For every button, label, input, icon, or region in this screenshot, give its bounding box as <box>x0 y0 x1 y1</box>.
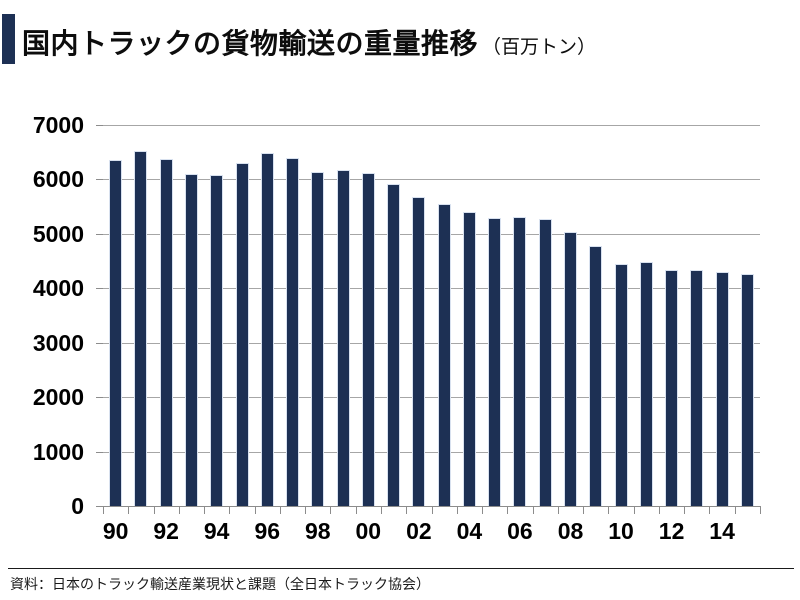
chart-unit-label: （百万トン） <box>482 37 597 58</box>
gridline-5000 <box>103 233 760 235</box>
x-axis-tick <box>658 506 660 514</box>
bar-93 <box>184 174 198 506</box>
gridline-3000 <box>103 342 760 344</box>
y-axis-tick-3000 <box>96 342 103 344</box>
x-axis-tick <box>709 506 711 514</box>
x-axis-tick <box>557 506 559 514</box>
y-axis-tick-6000 <box>96 179 103 181</box>
x-axis-label-10: 10 <box>608 518 634 544</box>
bar-10 <box>614 263 628 506</box>
x-axis-tick <box>178 506 180 514</box>
x-axis-label-14: 14 <box>709 518 735 544</box>
bar-09 <box>589 246 603 506</box>
bar-90 <box>109 159 123 506</box>
bar-07 <box>538 219 552 506</box>
x-axis-tick <box>305 506 307 514</box>
bar-01 <box>387 184 401 506</box>
bar-12 <box>665 269 679 506</box>
x-axis-tick <box>431 506 433 514</box>
bar-11 <box>639 262 653 506</box>
x-axis-label-04: 04 <box>456 518 483 544</box>
y-axis-label-4000: 4000 <box>32 275 84 302</box>
bar-96 <box>260 152 274 506</box>
bar-03 <box>437 203 451 506</box>
bar-05 <box>488 218 502 506</box>
x-axis-tick <box>684 506 686 514</box>
x-axis-tick <box>279 506 281 514</box>
bar-95 <box>235 162 249 506</box>
y-axis-label-5000: 5000 <box>32 220 84 247</box>
x-axis-label-92: 92 <box>153 518 179 544</box>
y-axis-label-1000: 1000 <box>32 438 84 465</box>
y-axis-tick-2000 <box>96 397 103 399</box>
bar-08 <box>564 231 577 506</box>
bar-02 <box>412 197 426 506</box>
bar-94 <box>210 175 224 506</box>
x-axis-tick <box>734 506 736 514</box>
gridline-1000 <box>103 451 760 453</box>
y-axis-tick-7000 <box>96 125 103 126</box>
source-note: 資料：日本のトラック輸送産業現状と課題（全日本トラック協会） <box>10 576 430 592</box>
y-axis-label-6000: 6000 <box>32 166 84 193</box>
x-axis-tick <box>254 506 256 514</box>
bar-99 <box>336 169 350 506</box>
y-axis-tick-5000 <box>96 233 103 235</box>
bar-06 <box>513 217 527 506</box>
x-axis-label-02: 02 <box>406 518 432 544</box>
x-axis-tick <box>355 506 357 514</box>
page-title: 国内トラックの貨物輸送の重量推移 （百万トン） <box>22 22 596 62</box>
x-axis-tick <box>153 506 155 514</box>
gridline-2000 <box>103 397 760 399</box>
bar-97 <box>286 158 299 506</box>
x-axis-tick <box>103 506 104 514</box>
x-axis-label-08: 08 <box>557 518 584 544</box>
bar-91 <box>134 150 148 506</box>
x-axis-tick <box>532 506 534 514</box>
bar-98 <box>311 172 325 506</box>
y-axis-label-0: 0 <box>71 493 84 519</box>
x-axis-tick <box>330 506 332 514</box>
bar-14 <box>715 272 729 506</box>
gridline-4000 <box>103 288 760 290</box>
bar-92 <box>159 159 173 506</box>
gridline-6000 <box>103 179 760 181</box>
y-axis-label-3000: 3000 <box>32 329 84 356</box>
gridline-7000 <box>103 125 760 126</box>
x-axis-label-98: 98 <box>305 518 331 544</box>
y-axis-label-2000: 2000 <box>32 384 84 411</box>
y-axis-tick-1000 <box>96 451 103 453</box>
bar-04 <box>462 211 476 506</box>
x-axis-label-96: 96 <box>254 518 281 544</box>
y-axis-tick-4000 <box>96 288 103 290</box>
bar-00 <box>361 173 375 506</box>
x-axis-tick <box>760 506 761 514</box>
x-axis-label-12: 12 <box>658 518 685 544</box>
x-axis-label-90: 90 <box>102 518 129 544</box>
x-axis-label-94: 94 <box>203 518 230 544</box>
x-axis-tick <box>482 506 484 514</box>
x-axis-tick <box>380 506 382 514</box>
x-axis-label-06: 06 <box>507 518 533 544</box>
x-axis-tick <box>633 506 635 514</box>
bar-13 <box>690 270 704 506</box>
x-axis-tick <box>128 506 130 514</box>
x-axis-tick <box>229 506 231 514</box>
chart-title: 国内トラックの貨物輸送の重量推移 <box>22 28 479 59</box>
y-axis-label-7000: 7000 <box>32 112 84 138</box>
x-axis-label-00: 00 <box>355 518 382 544</box>
title-accent-square <box>2 14 15 64</box>
footer-divider <box>8 568 794 569</box>
y-axis-tick-0 <box>96 506 103 507</box>
x-axis-tick <box>406 506 408 514</box>
x-axis-tick <box>456 506 458 514</box>
x-axis-tick <box>608 506 610 514</box>
x-axis-tick <box>583 506 585 514</box>
x-axis-tick <box>204 506 206 514</box>
bar-15 <box>740 273 754 506</box>
x-axis-tick <box>507 506 509 514</box>
bar-chart-plot-area: 0 1000 2000 3000 4000 5000 6000 7000 90 92 94 96 98 0… <box>33 112 761 544</box>
